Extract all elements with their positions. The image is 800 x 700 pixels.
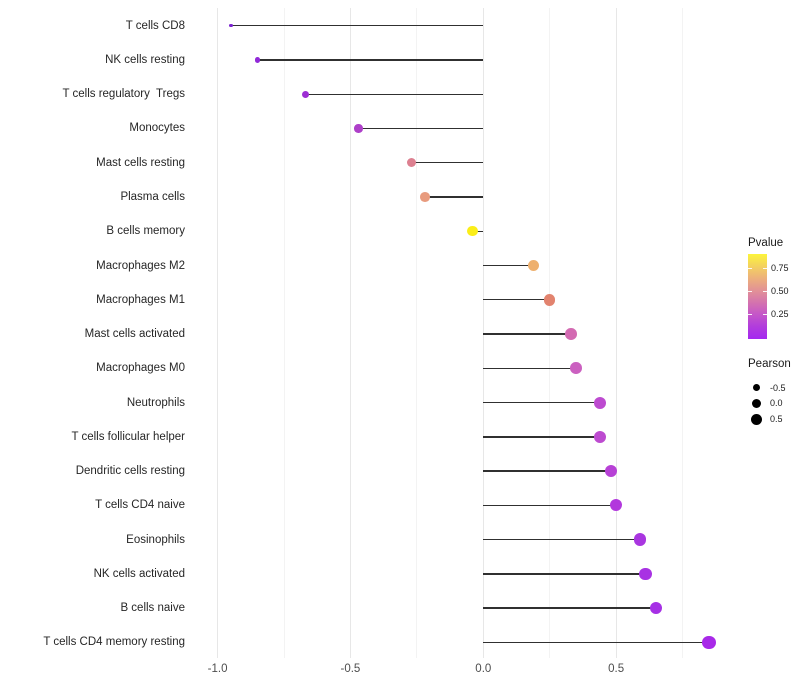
- lollipop-dot: [419, 192, 430, 202]
- category-label: Eosinophils: [126, 533, 185, 546]
- pearson-tick-label: 0.5: [770, 414, 783, 425]
- category-label: Dendritic cells resting: [75, 465, 185, 478]
- lollipop-stem: [483, 299, 550, 301]
- lollipop-stem: [483, 436, 601, 438]
- lollipop-dot: [254, 57, 261, 63]
- lollipop-dot: [570, 362, 583, 375]
- gridline-major: [217, 8, 219, 658]
- lollipop-stem: [257, 59, 484, 61]
- lollipop-stem: [305, 93, 484, 95]
- gridline-minor: [416, 8, 418, 658]
- gridline-major: [349, 8, 351, 658]
- category-label: T cells regulatory Tregs: [62, 88, 185, 101]
- lollipop-dot: [229, 24, 233, 28]
- category-label: NK cells resting: [105, 53, 185, 66]
- lollipop-stem: [483, 538, 641, 541]
- gridline-major: [482, 8, 484, 658]
- pvalue-tick-label: 0.50: [771, 286, 789, 296]
- lollipop-stem: [230, 25, 484, 27]
- lollipop-stem: [483, 401, 601, 404]
- lollipop-dot: [528, 259, 540, 272]
- lollipop-stem: [483, 607, 656, 609]
- lollipop-dot: [702, 635, 716, 650]
- category-label: Macrophages M1: [96, 293, 185, 306]
- lollipop-stem: [411, 162, 484, 164]
- pvalue-legend-title: Pvalue: [748, 237, 784, 249]
- pearson-legend-dot: [753, 384, 761, 392]
- lollipop-dot: [649, 601, 663, 615]
- category-label: T cells follicular helper: [71, 430, 185, 443]
- x-axis-tick-label: 0.0: [475, 663, 492, 675]
- pvalue-colorbar-tick: [763, 268, 767, 269]
- pvalue-tick-label: 0.25: [771, 309, 789, 319]
- category-label: Monocytes: [129, 122, 185, 135]
- category-label: T cells CD4 memory resting: [43, 636, 185, 649]
- lollipop-stem: [483, 641, 710, 644]
- category-label: Neutrophils: [126, 396, 185, 409]
- category-label: B cells naive: [120, 602, 185, 615]
- lollipop-stem: [483, 367, 577, 369]
- pvalue-colorbar-tick: [748, 268, 752, 269]
- gridline-minor: [682, 8, 684, 658]
- pearson-legend-dot: [751, 413, 763, 425]
- lollipop-dot: [633, 533, 647, 546]
- x-axis-tick-label: -0.5: [340, 663, 361, 675]
- pvalue-tick-label: 0.75: [771, 263, 789, 273]
- lollipop-dot: [565, 328, 577, 340]
- x-axis-tick-label: 0.5: [608, 663, 625, 675]
- lollipop-stem: [483, 573, 646, 575]
- pvalue-colorbar: [748, 254, 767, 339]
- category-label: NK cells activated: [93, 567, 185, 580]
- pearson-legend-dot: [752, 398, 762, 408]
- pearson-tick-label: 0.0: [770, 398, 783, 409]
- category-label: Macrophages M2: [96, 259, 185, 272]
- category-label: T cells CD4 naive: [95, 499, 185, 512]
- category-label: Macrophages M0: [96, 362, 185, 375]
- lollipop-dot: [604, 464, 617, 478]
- pvalue-colorbar-tick: [748, 314, 752, 315]
- lollipop-stem: [424, 196, 484, 198]
- lollipop-dot: [543, 294, 556, 306]
- lollipop-stem: [358, 127, 484, 130]
- lollipop-dot: [301, 90, 309, 98]
- x-axis-tick-label: -1.0: [207, 663, 228, 675]
- gridline-major: [615, 8, 617, 658]
- category-label: T cells CD8: [125, 19, 185, 32]
- lollipop-stem: [483, 504, 617, 507]
- category-label: B cells memory: [106, 225, 185, 238]
- lollipop-dot: [639, 567, 652, 581]
- lollipop-dot: [406, 157, 417, 168]
- lollipop-stem: [472, 230, 484, 232]
- lollipop-stem: [483, 333, 571, 335]
- gridline-minor: [549, 8, 551, 658]
- category-label: Plasma cells: [120, 191, 185, 203]
- pvalue-colorbar-tick: [763, 314, 767, 315]
- lollipop-dot: [610, 499, 623, 512]
- category-label: Mast cells resting: [96, 156, 185, 169]
- lollipop-stem: [483, 264, 534, 267]
- category-label: Mast cells activated: [84, 328, 185, 341]
- lollipop-dot: [594, 396, 607, 409]
- pvalue-colorbar-tick: [763, 291, 767, 292]
- pearson-legend-title: Pearson: [748, 358, 791, 370]
- gridline-minor: [283, 8, 285, 658]
- lollipop-dot: [594, 430, 607, 443]
- lollipop-stem: [483, 470, 611, 472]
- lollipop-dot: [354, 124, 363, 133]
- pvalue-colorbar-tick: [748, 291, 752, 292]
- lollipop-dot: [467, 226, 478, 237]
- pearson-tick-label: -0.5: [770, 382, 786, 393]
